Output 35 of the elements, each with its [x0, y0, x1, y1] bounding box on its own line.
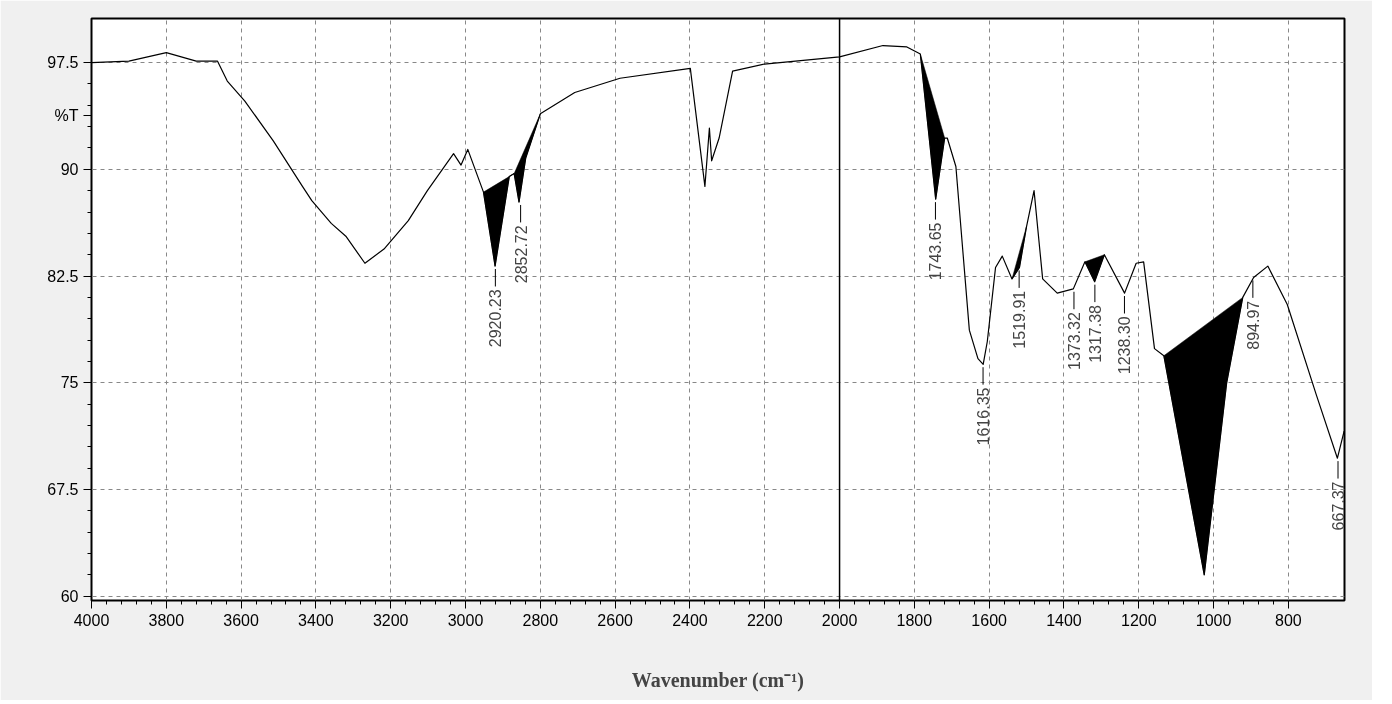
- annotation: 1519.91: [1011, 290, 1029, 349]
- y-axis-title: %T: [54, 107, 79, 125]
- x-tick-label: 3800: [148, 611, 185, 629]
- annotation: 2920.23: [487, 289, 505, 348]
- x-tick-label: 1200: [1120, 611, 1157, 629]
- x-tick-label: 1600: [971, 611, 1008, 629]
- x-tick-label: 1400: [1046, 611, 1082, 629]
- x-tick-label: 3600: [223, 611, 260, 629]
- x-tick-label: 1800: [896, 611, 933, 629]
- annotation: 1616.35: [975, 387, 993, 446]
- annotation: 894.97: [1244, 300, 1262, 350]
- x-axis-title: Wavenumber (cm⁻¹): [631, 668, 804, 692]
- annotation: 2852.72: [512, 225, 530, 284]
- x-tick-label: 2000: [821, 611, 858, 629]
- x-tick-label: 3400: [298, 611, 334, 629]
- annotation: 1743.65: [927, 222, 945, 281]
- x-tick-label: 3200: [372, 611, 409, 629]
- x-tick-label: 1000: [1195, 611, 1232, 629]
- annotation: 667.37: [1330, 481, 1347, 531]
- y-tick-label: 82.5: [47, 267, 79, 285]
- x-tick-label: 2200: [746, 611, 783, 629]
- annotation: 1373.32: [1065, 312, 1083, 370]
- x-tick-label: 2600: [597, 611, 634, 629]
- x-tick-label: 3000: [447, 611, 484, 629]
- annotation: 1317.38: [1086, 304, 1104, 363]
- x-tick-label: 4000: [73, 611, 110, 629]
- y-tick-label: 75: [60, 374, 79, 392]
- x-tick-label: 800: [1275, 611, 1302, 629]
- x-tick-label: 2400: [672, 611, 708, 629]
- annotation: 1238.30: [1116, 316, 1134, 375]
- x-tick-label: 2800: [522, 611, 559, 629]
- y-tick-label: 97.5: [47, 54, 79, 72]
- y-tick-label: 60: [60, 587, 79, 605]
- y-tick-label: 67.5: [47, 481, 79, 499]
- y-tick-label: 90: [60, 160, 79, 178]
